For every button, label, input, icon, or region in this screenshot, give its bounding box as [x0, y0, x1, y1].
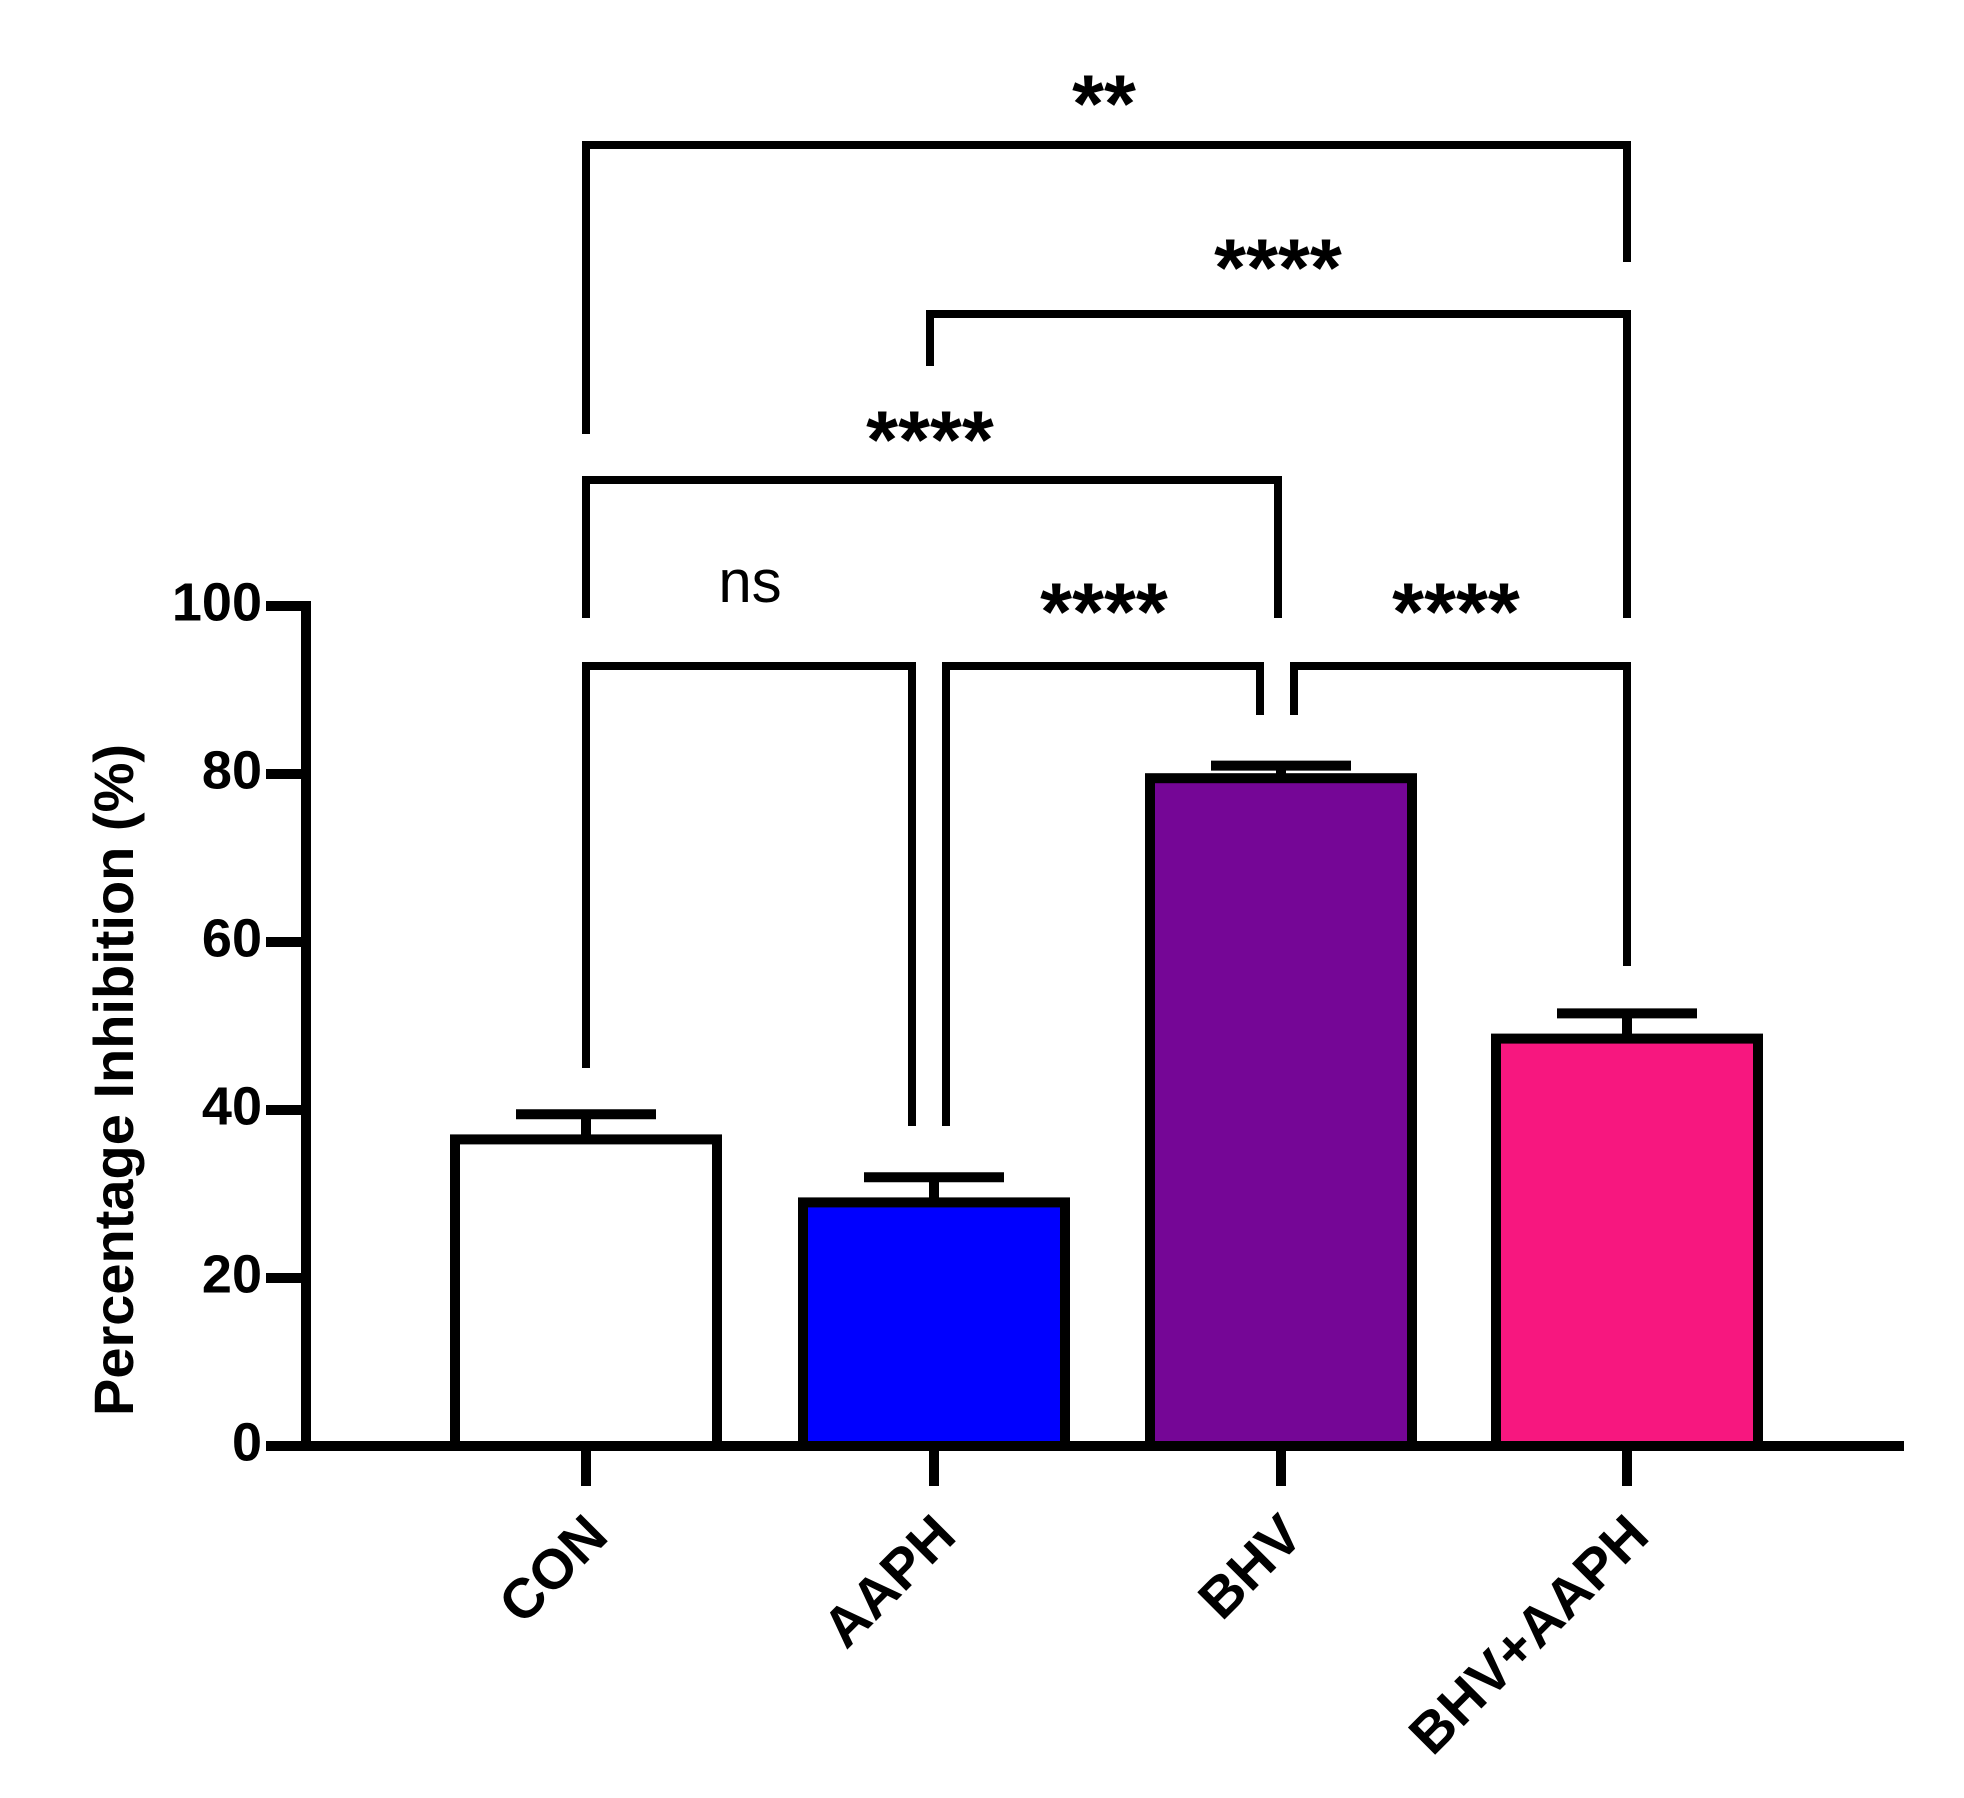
bracket-line	[582, 662, 916, 1126]
significance-label: **	[1072, 59, 1136, 150]
bar-bhv	[1145, 773, 1417, 1451]
significance-label: ****	[866, 395, 994, 486]
y-axis-title-group: Percentage Inhibition (%)	[82, 744, 145, 1416]
significance-label: ****	[1214, 223, 1342, 314]
bracket-line	[926, 310, 1631, 618]
x-tick-label: AAPH	[810, 1502, 967, 1659]
bracket-line	[1290, 662, 1631, 966]
significance-label: ns	[718, 548, 781, 615]
y-axis-title: Percentage Inhibition (%)	[82, 744, 145, 1416]
bracket-line	[582, 141, 1631, 434]
bars	[450, 760, 1763, 1452]
bracket-line	[582, 476, 1282, 618]
x-axis: CON AAPH BHV BHV+AAPH	[266, 1441, 1904, 1766]
significance-bracket: ****	[1290, 567, 1631, 966]
significance-label: ****	[1040, 567, 1168, 658]
y-tick-label: 80	[202, 740, 262, 800]
x-tick-label: BHV	[1186, 1502, 1314, 1630]
significance-bracket: ****	[926, 223, 1631, 618]
y-tick-label: 20	[202, 1244, 262, 1304]
y-tick-label: 0	[232, 1412, 262, 1472]
significance-bracket: ****	[942, 567, 1264, 1126]
y-tick-label: 100	[172, 572, 262, 632]
y-tick-label: 60	[202, 908, 262, 968]
significance-bracket: **	[582, 59, 1631, 434]
significance-bracket: ns	[582, 548, 916, 1126]
significance-label: ****	[1392, 567, 1520, 658]
significance-brackets: ns **** **************	[582, 59, 1631, 1126]
x-tick-label: BHV+AAPH	[1396, 1502, 1659, 1765]
bracket-line	[942, 662, 1264, 1126]
y-tick-label: 40	[202, 1076, 262, 1136]
bar-aaph	[798, 1197, 1070, 1452]
x-tick-label: CON	[486, 1502, 619, 1635]
y-axis: 0 20 40 60 80 100	[172, 572, 311, 1472]
bar-bhv-aaph	[1491, 1033, 1763, 1451]
significance-bracket: ****	[582, 395, 1282, 618]
bar-con	[450, 1134, 722, 1452]
